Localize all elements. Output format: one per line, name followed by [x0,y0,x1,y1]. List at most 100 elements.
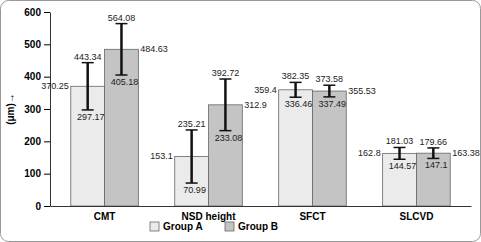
y-tick-label: 600 [24,7,41,18]
y-tick-mark [44,141,50,142]
legend-label: Group A [163,221,203,232]
error-line [328,85,331,97]
upper-label: 179.66 [420,137,448,147]
error-cap [115,74,127,76]
error-line [120,24,123,75]
y-tick-mark [44,44,50,45]
lower-label: 405.18 [111,77,139,87]
error-line [294,82,297,97]
y-tick: 0 [35,201,50,212]
error-bar [323,85,335,97]
y-axis: 0 100 200 300 400 500 600 [24,7,50,212]
error-line [398,147,401,159]
error-bar [186,130,198,183]
value-label: 370.25 [41,81,69,91]
error-cap [427,158,439,160]
lower-label: 70.99 [183,185,206,195]
upper-label: 181.03 [386,136,414,146]
x-tick: SFCT [299,206,325,222]
error-cap [186,182,198,184]
y-tick: 600 [24,7,50,18]
y-tick-mark [44,174,50,175]
error-line [432,148,435,159]
lower-label: 233.08 [215,133,243,143]
legend-label: Group B [238,221,278,232]
error-bar [290,82,302,97]
error-cap [82,62,94,64]
frame [1,1,481,242]
labels: 370.25443.34297.17153.1235.2170.99359.43… [41,13,479,195]
x-tick: CMT [94,206,116,222]
lower-label: 144.57 [389,161,417,171]
upper-label: 373.58 [316,74,344,84]
error-line [86,63,89,110]
error-cap [219,78,231,80]
value-label: 312.9 [244,100,267,110]
error-cap [186,129,198,131]
error-cap [115,23,127,25]
x-tick-label: SLCVD [399,211,433,222]
error-cap [323,96,335,98]
series [105,24,451,206]
bar [416,153,450,206]
error-cap [427,147,439,149]
error-bar [427,148,439,159]
legend-swatch [225,222,234,231]
y-tick-label: 500 [24,39,41,50]
y-tick: 100 [24,168,50,179]
x-axis: CMT NSD height SFCT SLCVD [51,206,472,222]
error-cap [82,109,94,111]
y-tick-label: 400 [24,71,41,82]
y-tick-mark [44,109,50,110]
lower-label: 337.49 [319,99,347,109]
x-tick-label: SFCT [299,211,325,222]
y-tick-label: 0 [35,201,41,212]
value-label: 359.4 [254,85,277,95]
lower-label: 147.1 [425,160,448,170]
value-label: 153.1 [150,151,173,161]
y-tick-mark [44,206,50,207]
upper-label: 443.34 [74,52,102,62]
y-axis-line [50,13,51,207]
legend-swatch [150,222,159,231]
value-label: 355.53 [348,86,376,96]
error-cap [323,84,335,86]
x-tick-label: CMT [94,211,116,222]
error-line [190,130,193,183]
error-bar [82,63,94,110]
y-tick-label: 100 [24,168,41,179]
error-bar [115,24,127,75]
error-bar [394,147,406,159]
y-axis-title: (μm)→ [5,93,16,125]
value-label: 163.38 [452,148,480,158]
value-label: 484.63 [140,44,168,54]
y-tick: 300 [24,104,50,115]
x-tick: SLCVD [399,206,433,222]
error-bar [219,79,231,131]
y-tick-mark [44,77,50,78]
upper-label: 564.08 [108,13,136,23]
y-tick-label: 200 [24,136,41,147]
x-tick: NSD height [182,206,237,222]
plot: 0 100 200 300 400 500 600 CMT NSD height SFCT SLCV… [24,7,479,222]
x-axis-line [51,206,472,207]
y-tick: 500 [24,39,50,50]
upper-label: 235.21 [178,119,206,129]
value-label: 162.8 [358,148,381,158]
chart: 0 100 200 300 400 500 600 CMT NSD height SFCT SLCV… [0,0,481,242]
marks [71,24,450,206]
bar [383,153,417,206]
upper-label: 382.35 [282,71,310,81]
legend-item: Group A [150,221,203,232]
upper-label: 392.72 [212,68,240,78]
lower-label: 336.46 [285,99,313,109]
y-tick-label: 300 [24,104,41,115]
bar [312,91,346,206]
error-cap [394,147,406,149]
error-cap [290,96,302,98]
error-line [224,79,227,131]
legend: Group A Group B [150,221,278,232]
y-tick-mark [44,12,50,13]
error-cap [394,159,406,161]
error-cap [290,82,302,84]
